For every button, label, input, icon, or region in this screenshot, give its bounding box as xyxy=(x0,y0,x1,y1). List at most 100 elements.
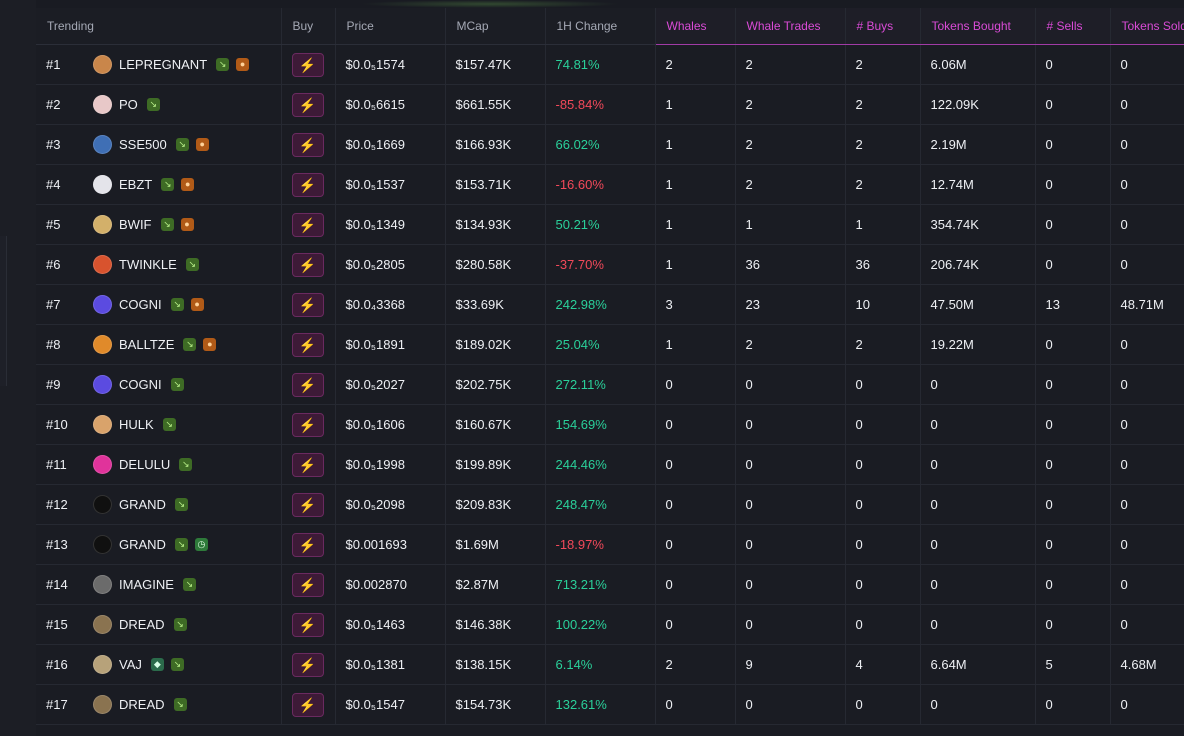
buys-cell: 0 xyxy=(845,604,921,645)
token-name[interactable]: EBZT xyxy=(119,177,153,192)
token-name[interactable]: BALLTZE xyxy=(119,337,175,352)
token-name[interactable]: IMAGINE xyxy=(119,577,174,592)
buy-button[interactable]: ⚡ xyxy=(291,292,324,317)
trending-cell[interactable]: #17 DREAD ↘ xyxy=(36,684,282,725)
trending-cell[interactable]: #15 DREAD ↘ xyxy=(36,604,282,645)
buy-button[interactable]: ⚡ xyxy=(291,52,324,77)
trending-table-container[interactable]: Trending Buy Price MCap 1H Change Whales… xyxy=(36,8,1184,736)
col-header-sells[interactable]: # Sells xyxy=(1035,8,1111,45)
trending-cell[interactable]: #4 EBZT ↘ ● xyxy=(36,164,282,205)
buy-button[interactable]: ⚡ xyxy=(291,172,324,197)
trending-cell[interactable]: #13 GRAND ↘ ◷ xyxy=(36,524,282,565)
tokens-sold-cell: 0 xyxy=(1110,684,1184,725)
trending-cell[interactable]: #14 IMAGINE ↘ xyxy=(36,564,282,605)
buy-button[interactable]: ⚡ xyxy=(291,412,324,437)
col-header-change[interactable]: 1H Change xyxy=(545,8,656,45)
buy-button[interactable]: ⚡ xyxy=(291,692,324,717)
buy-button[interactable]: ⚡ xyxy=(291,572,324,597)
trending-cell[interactable]: #6 TWINKLE ↘ xyxy=(36,244,282,285)
token-name[interactable]: DELULU xyxy=(119,457,171,472)
token-name[interactable]: BWIF xyxy=(119,217,152,232)
sells-cell: 0 xyxy=(1035,524,1111,565)
token-name[interactable]: LEPREGNANT xyxy=(119,57,208,72)
price-cell: $0.0₅1606 xyxy=(335,404,446,445)
buy-button[interactable]: ⚡ xyxy=(291,532,324,557)
table-row[interactable]: #6 TWINKLE ↘ ⚡ $0.0₅2805 $280.58K -37.70% 1 36 36… xyxy=(36,244,1184,285)
table-row[interactable]: #14 IMAGINE ↘ ⚡ $0.002870 $2.87M 713.21% 0 0 0 0 0 0 xyxy=(36,564,1184,605)
trending-cell[interactable]: #10 HULK ↘ xyxy=(36,404,282,445)
tokens-bought-cell: 0 xyxy=(920,564,1036,605)
trending-cell[interactable]: #9 COGNI ↘ xyxy=(36,364,282,405)
buy-button[interactable]: ⚡ xyxy=(291,212,324,237)
table-row[interactable]: #9 COGNI ↘ ⚡ $0.0₅2027 $202.75K 272.11% 0 0 0 0 0 0 xyxy=(36,364,1184,405)
token-name[interactable]: VAJ xyxy=(119,657,142,672)
token-name[interactable]: GRAND xyxy=(119,497,166,512)
buy-button[interactable]: ⚡ xyxy=(291,612,324,637)
buy-button[interactable]: ⚡ xyxy=(291,332,324,357)
token-name[interactable]: DREAD xyxy=(119,697,165,712)
mcap-cell: $134.93K xyxy=(445,204,546,245)
table-row[interactable]: #16 VAJ ◆ ↘ ⚡ $0.0₅1381 $138.15K 6.14% 2 9 4 6.64M 5… xyxy=(36,644,1184,685)
token-name[interactable]: COGNI xyxy=(119,377,162,392)
table-row[interactable]: #17 DREAD ↘ ⚡ $0.0₅1547 $154.73K 132.61% 0 0 0 0 0 0 xyxy=(36,684,1184,725)
tokens-sold-cell: 0 xyxy=(1110,404,1184,445)
buy-button[interactable]: ⚡ xyxy=(291,492,324,517)
table-row[interactable]: #7 COGNI ↘ ● ⚡ $0.0₄3368 $33.69K 242.98% 3 23 10 47… xyxy=(36,284,1184,325)
trending-cell[interactable]: #8 BALLTZE ↘ ● xyxy=(36,324,282,365)
table-row[interactable]: #12 GRAND ↘ ⚡ $0.0₅2098 $209.83K 248.47% 0 0 0 0 0 0 xyxy=(36,484,1184,525)
sells-cell: 0 xyxy=(1035,364,1111,405)
change-cell: -18.97% xyxy=(545,524,656,565)
whale-trades-cell: 2 xyxy=(735,324,846,365)
token-name[interactable]: HULK xyxy=(119,417,154,432)
lightning-icon: ⚡ xyxy=(298,496,317,513)
token-name[interactable]: COGNI xyxy=(119,297,162,312)
table-row[interactable]: #3 SSE500 ↘ ● ⚡ $0.0₅1669 $166.93K 66.02% 1 2 2 2.1… xyxy=(36,124,1184,165)
trending-cell[interactable]: #3 SSE500 ↘ ● xyxy=(36,124,282,165)
table-row[interactable]: #11 DELULU ↘ ⚡ $0.0₅1998 $199.89K 244.46% 0 0 0 0 0… xyxy=(36,444,1184,485)
tokens-bought-cell: 12.74M xyxy=(920,164,1036,205)
header-row: Trending Buy Price MCap 1H Change Whales… xyxy=(36,8,1184,45)
trending-cell[interactable]: #7 COGNI ↘ ● xyxy=(36,284,282,325)
trending-cell[interactable]: #5 BWIF ↘ ● xyxy=(36,204,282,245)
col-header-mcap[interactable]: MCap xyxy=(445,8,546,45)
token-name[interactable]: SSE500 xyxy=(119,137,167,152)
col-header-buys[interactable]: # Buys xyxy=(845,8,921,45)
trending-cell[interactable]: #11 DELULU ↘ xyxy=(36,444,282,485)
buy-button[interactable]: ⚡ xyxy=(291,652,324,677)
sprout-badge-icon: ↘ xyxy=(185,258,199,271)
buy-cell: ⚡ xyxy=(281,84,336,125)
buy-cell: ⚡ xyxy=(281,524,336,565)
table-row[interactable]: #8 BALLTZE ↘ ● ⚡ $0.0₅1891 $189.02K 25.04% 1 2 2 19… xyxy=(36,324,1184,365)
col-header-tokens-sold[interactable]: Tokens Sold xyxy=(1110,8,1184,45)
buys-cell: 0 xyxy=(845,404,921,445)
table-row[interactable]: #10 HULK ↘ ⚡ $0.0₅1606 $160.67K 154.69% 0 0 0 0 0 0 xyxy=(36,404,1184,445)
table-row[interactable]: #1 LEPREGNANT ↘ ● ⚡ $0.0₅1574 $157.47K 74.81% 2 2… xyxy=(36,44,1184,85)
buy-button[interactable]: ⚡ xyxy=(291,92,324,117)
col-header-price[interactable]: Price xyxy=(335,8,446,45)
col-header-tokens-bought[interactable]: Tokens Bought xyxy=(920,8,1036,45)
token-name[interactable]: DREAD xyxy=(119,617,165,632)
whale-trades-cell: 0 xyxy=(735,524,846,565)
trending-cell[interactable]: #2 PO ↘ xyxy=(36,84,282,125)
token-name[interactable]: TWINKLE xyxy=(119,257,177,272)
buy-button[interactable]: ⚡ xyxy=(291,252,324,277)
table-row[interactable]: #5 BWIF ↘ ● ⚡ $0.0₅1349 $134.93K 50.21% 1 1 1 354.7… xyxy=(36,204,1184,245)
table-row[interactable]: #4 EBZT ↘ ● ⚡ $0.0₅1537 $153.71K -16.60% 1 2 2 12.7… xyxy=(36,164,1184,205)
buys-cell: 2 xyxy=(845,164,921,205)
buy-button[interactable]: ⚡ xyxy=(291,132,324,157)
buy-button[interactable]: ⚡ xyxy=(291,452,324,477)
trending-cell[interactable]: #12 GRAND ↘ xyxy=(36,484,282,525)
token-name[interactable]: GRAND xyxy=(119,537,166,552)
table-row[interactable]: #2 PO ↘ ⚡ $0.0₅6615 $661.55K -85.84% 1 2 2 122.09K… xyxy=(36,84,1184,125)
table-row[interactable]: #13 GRAND ↘ ◷ ⚡ $0.001693 $1.69M -18.97% 0 0 0 0 0 0 xyxy=(36,524,1184,565)
col-header-whales[interactable]: Whales xyxy=(655,8,736,45)
whales-cell: 2 xyxy=(655,44,736,85)
token-name[interactable]: PO xyxy=(119,97,138,112)
trending-cell[interactable]: #1 LEPREGNANT ↘ ● xyxy=(36,44,282,85)
token-avatar-icon xyxy=(93,535,112,554)
table-row[interactable]: #15 DREAD ↘ ⚡ $0.0₅1463 $146.38K 100.22% 0 0 0 0 0 0 xyxy=(36,604,1184,645)
col-header-trending[interactable]: Trending xyxy=(36,8,282,45)
trending-cell[interactable]: #16 VAJ ◆ ↘ xyxy=(36,644,282,685)
col-header-whale-trades[interactable]: Whale Trades xyxy=(735,8,846,45)
buy-button[interactable]: ⚡ xyxy=(291,372,324,397)
